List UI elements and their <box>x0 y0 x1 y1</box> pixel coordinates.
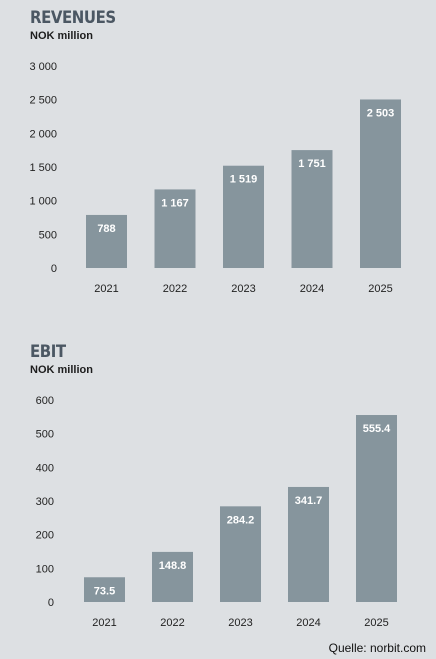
y-tick-label: 0 <box>51 263 57 275</box>
source-credit: Quelle: norbit.com <box>328 641 426 655</box>
bar-value-label: 1 751 <box>298 158 326 170</box>
bar <box>154 189 196 268</box>
y-tick-label: 100 <box>36 563 54 575</box>
y-tick-label: 2 500 <box>29 95 57 107</box>
bar <box>223 165 264 268</box>
bar <box>291 150 333 268</box>
x-category-label: 2022 <box>160 617 184 629</box>
bar <box>288 486 329 602</box>
bar <box>360 99 401 269</box>
bar-value-label: 73.5 <box>94 585 115 597</box>
chart-unit-label: NOK million <box>30 364 93 376</box>
y-tick-label: 2 000 <box>29 128 57 140</box>
bar-value-label: 788 <box>97 223 115 235</box>
x-category-label: 2021 <box>92 617 116 629</box>
bar <box>152 551 193 602</box>
y-tick-label: 500 <box>36 429 54 441</box>
bar <box>84 577 125 602</box>
y-tick-label: 300 <box>36 496 54 508</box>
bar-value-label: 1 519 <box>230 174 258 186</box>
y-tick-label: 3 000 <box>29 61 57 73</box>
y-tick-label: 1 500 <box>29 162 57 174</box>
x-category-label: 2025 <box>368 283 392 295</box>
bar-value-label: 284.2 <box>227 514 255 526</box>
bar-value-label: 2 503 <box>367 107 395 119</box>
x-category-label: 2023 <box>228 617 252 629</box>
bar-value-label: 341.7 <box>295 495 323 507</box>
bar-value-label: 1 167 <box>161 197 189 209</box>
chart-unit-label: NOK million <box>30 30 93 42</box>
y-tick-label: 600 <box>36 395 54 407</box>
bar-value-label: 148.8 <box>159 560 187 572</box>
x-category-label: 2024 <box>300 283 324 295</box>
y-tick-label: 200 <box>36 530 54 542</box>
revenues-bar-plot: 0 500 1 000 1 500 2 000 2 500 3 000 788 2021 1 16… <box>29 61 401 295</box>
x-category-label: 2025 <box>364 617 388 629</box>
chart-title: REVENUES <box>30 8 116 28</box>
x-category-label: 2022 <box>163 283 187 295</box>
bar <box>356 415 397 602</box>
chart-title: EBIT <box>30 342 66 362</box>
ebit-bar-plot: 0 100 200 300 400 500 600 73.5 2021 148.8 2022 284.… <box>36 395 397 629</box>
y-tick-label: 1 000 <box>29 196 57 208</box>
x-category-label: 2021 <box>94 283 118 295</box>
ebit-chart: EBIT NOK million 0 100 200 300 400 500 600 73.5… <box>0 334 436 629</box>
y-tick-label: 0 <box>48 597 54 609</box>
y-tick-label: 400 <box>36 462 54 474</box>
x-category-label: 2024 <box>296 617 320 629</box>
bar-value-label: 555.4 <box>363 423 391 435</box>
bar <box>86 214 127 268</box>
y-tick-label: 500 <box>39 229 57 241</box>
x-category-label: 2023 <box>231 283 255 295</box>
bar <box>220 506 261 602</box>
revenues-chart: REVENUES NOK million 0 500 1 000 1 500 2 000… <box>0 0 436 320</box>
